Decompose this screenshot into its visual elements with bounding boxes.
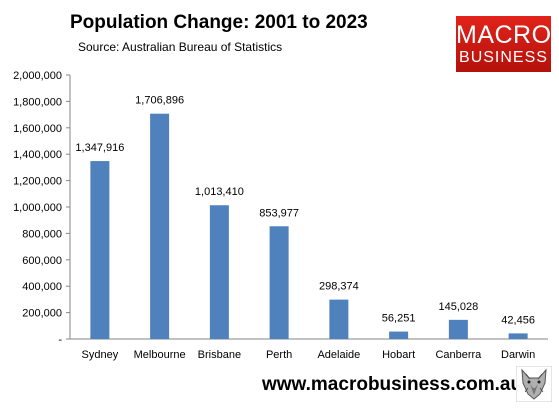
data-label: 1,347,916 <box>75 142 124 154</box>
data-label: 42,456 <box>501 314 535 326</box>
x-tick-label: Brisbane <box>198 349 241 361</box>
bar <box>209 205 229 339</box>
data-label: 1,013,410 <box>195 186 244 198</box>
x-tick-label: Melbourne <box>134 349 186 361</box>
data-label: 145,028 <box>438 301 478 313</box>
y-tick-label: 2,000,000 <box>13 70 62 82</box>
data-label: 298,374 <box>319 281 359 293</box>
x-tick-label: Hobart <box>382 349 415 361</box>
x-tick-label: Darwin <box>501 349 535 361</box>
bar <box>448 319 468 339</box>
logo-line-1: MACRO <box>456 21 552 49</box>
y-tick-label: 1,200,000 <box>13 176 62 188</box>
y-tick-label: 1,000,000 <box>13 202 62 214</box>
y-tick-label: 1,600,000 <box>13 123 62 135</box>
bar <box>269 226 289 339</box>
bar <box>389 331 409 339</box>
y-tick-label: 200,000 <box>22 308 62 320</box>
x-tick-label: Adelaide <box>317 349 360 361</box>
y-tick-label: 800,000 <box>22 228 62 240</box>
y-tick-label: 400,000 <box>22 281 62 293</box>
x-tick-label: Canberra <box>435 349 482 361</box>
x-tick-label: Sydney <box>82 349 119 361</box>
y-tick-label: 600,000 <box>22 255 62 267</box>
y-tick-label: 1,800,000 <box>13 96 62 108</box>
bar <box>90 161 110 339</box>
chart-title: Population Change: 2001 to 2023 <box>70 12 368 33</box>
bar <box>329 299 349 339</box>
wolf-head-icon <box>516 366 552 402</box>
footer-url[interactable]: www.macrobusiness.com.au <box>262 374 523 395</box>
data-label: 853,977 <box>259 207 299 219</box>
macrobusiness-logo: MACRO BUSINESS <box>456 16 551 72</box>
data-label: 1,706,896 <box>135 95 184 107</box>
y-tick-label: - <box>58 334 62 346</box>
x-tick-label: Perth <box>266 349 292 361</box>
y-tick-label: 1,400,000 <box>13 149 62 161</box>
bar <box>508 333 528 339</box>
chart-subtitle: Source: Australian Bureau of Statistics <box>78 40 283 54</box>
bar <box>150 113 170 339</box>
data-label: 56,251 <box>382 313 416 325</box>
logo-line-2: BUSINESS <box>459 49 548 66</box>
